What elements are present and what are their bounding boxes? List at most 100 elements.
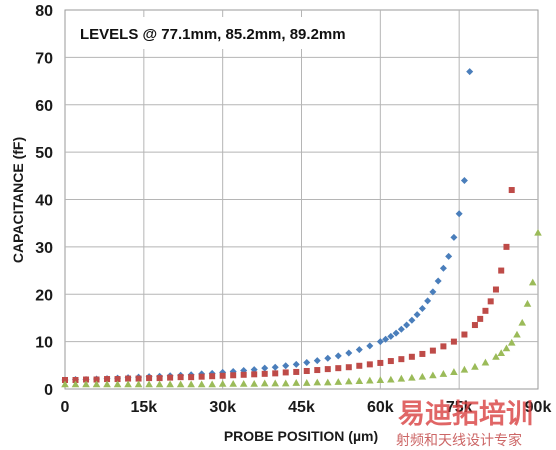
- data-point: [72, 376, 79, 383]
- data-point: [92, 380, 101, 388]
- data-point: [345, 377, 353, 385]
- data-point: [482, 307, 489, 314]
- data-point: [507, 338, 516, 346]
- watermark-main-text: 易迪拓培训: [398, 399, 533, 430]
- data-point: [508, 187, 515, 194]
- y-tick-label: 70: [35, 50, 53, 67]
- data-point: [113, 380, 122, 388]
- data-point: [198, 373, 205, 380]
- data-point: [208, 380, 216, 388]
- watermark-sub-text: 射频和天线设计专家: [396, 432, 522, 449]
- x-tick-label: 45k: [288, 399, 315, 416]
- data-point: [187, 380, 195, 388]
- data-point: [355, 377, 364, 384]
- x-tick-label: 15k: [130, 399, 157, 416]
- data-point: [61, 380, 69, 388]
- data-point: [313, 357, 321, 365]
- data-point: [125, 375, 132, 382]
- x-tick-label: 0: [61, 399, 70, 416]
- data-point: [271, 379, 280, 387]
- data-point: [419, 350, 426, 357]
- data-point: [523, 299, 532, 307]
- x-tick-label: 60k: [367, 399, 394, 416]
- data-series: [61, 68, 542, 388]
- data-point: [219, 372, 226, 379]
- x-tick-label: 90k: [525, 399, 552, 416]
- data-point: [71, 380, 80, 388]
- data-point: [103, 380, 111, 388]
- data-point: [324, 354, 332, 362]
- data-point: [166, 380, 174, 388]
- data-point: [176, 380, 185, 388]
- annotation-box: LEVELS @ 77.1mm, 85.2mm, 89.2mm: [72, 17, 372, 49]
- data-point: [62, 376, 68, 383]
- data-point: [366, 342, 374, 350]
- data-point: [188, 374, 195, 381]
- data-point: [323, 378, 332, 386]
- data-point: [481, 358, 490, 366]
- y-tick-label: 50: [35, 145, 53, 162]
- data-point: [229, 379, 237, 387]
- data-point: [239, 379, 248, 387]
- data-point: [345, 364, 352, 371]
- data-point: [124, 380, 132, 388]
- data-point: [292, 379, 301, 386]
- data-point: [492, 352, 500, 360]
- data-point: [240, 371, 247, 378]
- y-tick-label: 0: [44, 382, 53, 399]
- levels-annotation: LEVELS @ 77.1mm, 85.2mm, 89.2mm: [80, 26, 346, 43]
- data-point: [156, 375, 163, 382]
- data-point: [513, 330, 521, 338]
- data-point: [397, 374, 406, 382]
- data-point: [498, 267, 505, 274]
- data-point: [335, 365, 342, 372]
- series-2: [62, 187, 515, 383]
- y-tick-label: 10: [35, 335, 53, 352]
- data-point: [104, 376, 111, 383]
- data-point: [387, 332, 395, 340]
- data-point: [197, 380, 206, 388]
- tick-labels: 0 15k 30k 45k 60k 75k 90k 0 10 20 30 40 50 60 70 80: [35, 3, 551, 416]
- data-point: [377, 359, 384, 366]
- data-point: [355, 346, 363, 354]
- x-axis-title: PROBE POSITION (µm): [224, 428, 378, 444]
- data-point: [461, 331, 468, 338]
- data-point: [398, 356, 405, 363]
- data-point: [418, 304, 426, 312]
- data-point: [303, 358, 311, 366]
- data-point: [418, 372, 427, 380]
- data-point: [293, 368, 300, 375]
- data-point: [392, 329, 400, 337]
- data-point: [497, 349, 506, 356]
- y-tick-label: 40: [35, 193, 53, 210]
- data-point: [455, 210, 463, 218]
- data-point: [450, 368, 458, 375]
- data-point: [424, 297, 432, 305]
- data-point: [434, 277, 442, 285]
- data-point: [314, 367, 321, 374]
- data-point: [413, 311, 421, 319]
- series-3: [61, 228, 542, 388]
- data-point: [303, 367, 310, 374]
- data-point: [387, 375, 395, 383]
- data-point: [250, 379, 258, 387]
- data-point: [471, 322, 478, 329]
- data-point: [334, 352, 342, 360]
- data-point: [382, 335, 390, 343]
- data-point: [282, 369, 289, 376]
- data-point: [528, 278, 537, 286]
- data-point: [408, 373, 416, 381]
- data-point: [114, 376, 121, 383]
- data-point: [440, 343, 447, 350]
- data-point: [356, 362, 363, 369]
- data-point: [82, 380, 90, 388]
- data-point: [313, 378, 322, 386]
- data-point: [93, 376, 100, 383]
- data-point: [403, 321, 411, 329]
- data-point: [271, 363, 279, 371]
- data-point: [218, 379, 227, 387]
- data-point: [324, 366, 331, 373]
- data-point: [460, 177, 468, 185]
